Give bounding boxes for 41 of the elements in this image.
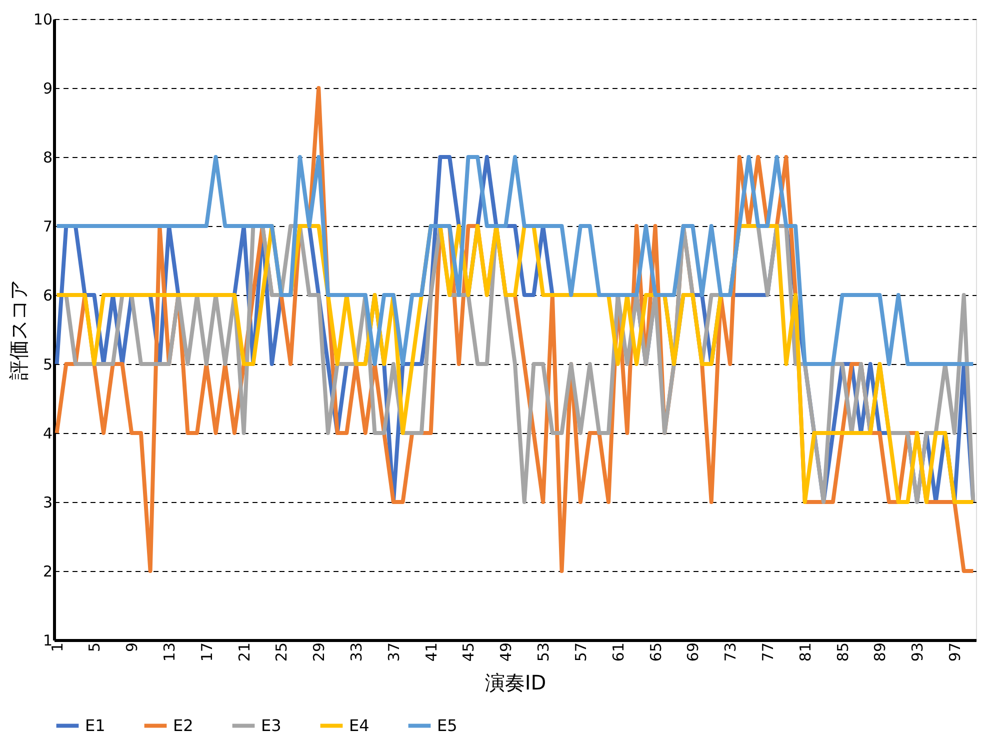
x-axis-title: 演奏ID xyxy=(484,670,546,695)
legend-label: E5 xyxy=(437,716,458,735)
x-tick-label: 37 xyxy=(384,642,403,662)
y-tick-label: 5 xyxy=(42,356,52,374)
x-tick-label: 41 xyxy=(422,642,440,662)
x-tick-label: 61 xyxy=(609,642,628,662)
x-tick-label: 57 xyxy=(572,642,590,662)
x-tick-label: 17 xyxy=(198,642,216,662)
y-tick-label: 4 xyxy=(42,424,52,442)
x-tick-label: 81 xyxy=(796,642,814,662)
x-tick-label: 77 xyxy=(758,642,777,662)
x-tick-label: 21 xyxy=(235,642,254,662)
y-tick-label: 10 xyxy=(33,10,52,28)
line-series xyxy=(54,155,976,366)
x-tick-label: 45 xyxy=(460,642,478,662)
x-tick-label: 13 xyxy=(160,642,179,662)
x-tick-label: 69 xyxy=(684,642,702,662)
y-tick-label: 6 xyxy=(42,286,52,304)
y-tick-label: 2 xyxy=(42,562,52,580)
y-tick-label: 7 xyxy=(42,218,52,236)
legend-label: E4 xyxy=(349,716,370,735)
legend-label: E3 xyxy=(261,716,282,735)
x-tick-label: 25 xyxy=(272,642,291,662)
y-tick-label: 9 xyxy=(42,80,52,98)
x-tick-label: 53 xyxy=(534,642,553,662)
x-tick-label: 33 xyxy=(348,642,366,662)
x-tick-label: 65 xyxy=(646,642,665,662)
legend-label: E2 xyxy=(173,716,194,735)
y-axis-title: 評価スコア xyxy=(6,280,30,380)
x-tick-label: 49 xyxy=(497,642,516,662)
x-tick-label: 29 xyxy=(310,642,328,662)
x-tick-label: 97 xyxy=(946,642,964,662)
y-tick-label: 8 xyxy=(42,148,52,166)
x-tick-label: 85 xyxy=(834,642,852,662)
x-tick-label: 9 xyxy=(123,642,142,652)
x-tick-label: 93 xyxy=(908,642,927,662)
x-tick-label: 89 xyxy=(871,642,890,662)
legend-label: E1 xyxy=(85,716,106,735)
x-tick-label: 5 xyxy=(86,642,104,652)
x-tick-label: 73 xyxy=(722,642,740,662)
y-tick-label: 3 xyxy=(42,494,52,512)
